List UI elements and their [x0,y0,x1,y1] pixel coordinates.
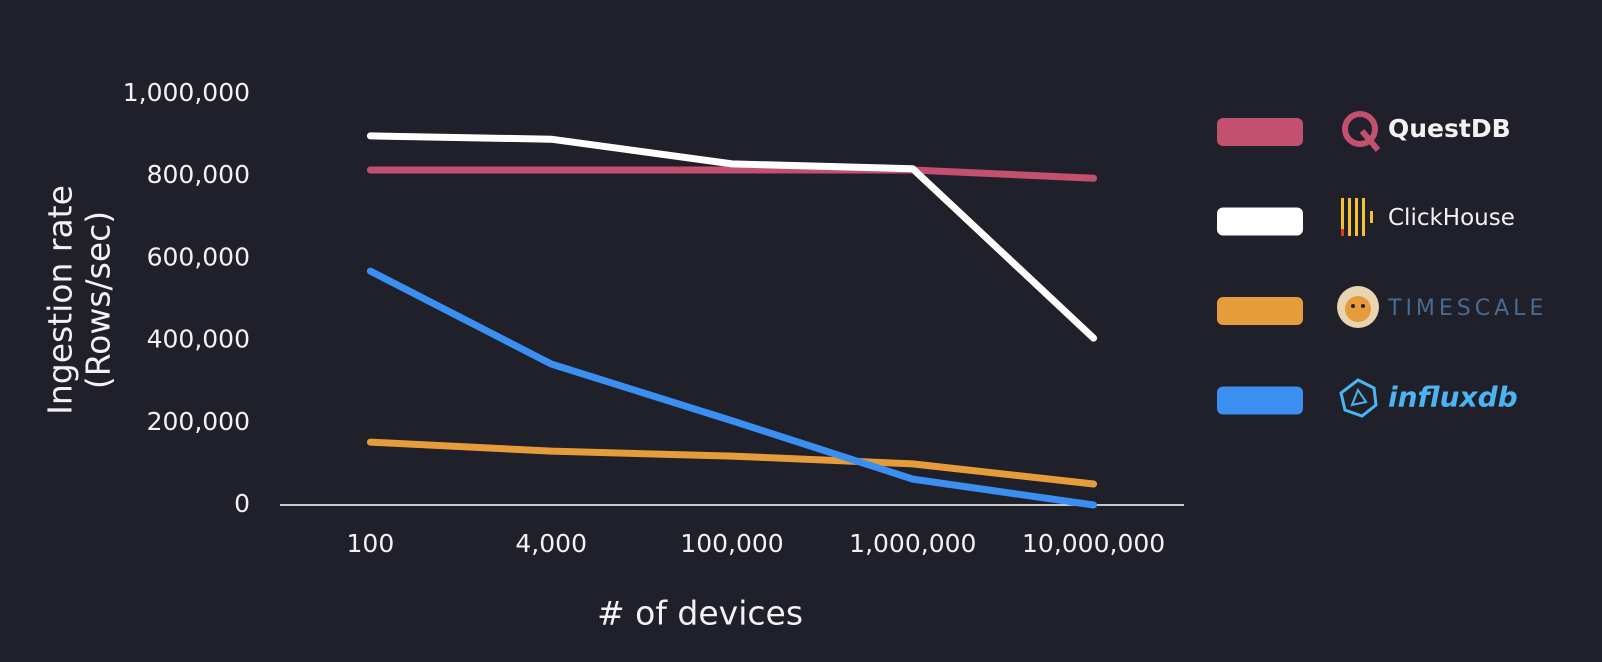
timescale-logo [1337,286,1379,328]
clickhouse-logo [1341,198,1373,236]
y-axis-title-line: (Rows/sec) [79,211,118,389]
x-tick-label: 4,000 [515,529,587,558]
x-tick-label: 100,000 [680,529,783,558]
legend-swatch [1217,118,1303,146]
y-tick-label: 1,000,000 [123,78,250,107]
x-tick-label: 1,000,000 [849,529,976,558]
questdb-logo [1342,111,1381,152]
y-axis-title: Ingestion rate (Rows/sec) [41,185,118,415]
y-tick-label: 800,000 [147,160,250,189]
series-line [366,438,1098,488]
legend-label: TIMESCALE [1387,296,1547,321]
legend-label: ClickHouse [1388,205,1515,231]
legend-swatch [1217,207,1303,236]
y-tick-label: 200,000 [147,407,250,436]
series-line [366,267,1098,509]
legend-swatch [1217,386,1303,415]
x-tick-label: 100 [347,529,395,558]
x-tick-label: 10,000,000 [1022,529,1165,558]
legend-swatch [1217,297,1303,325]
legend-label: QuestDB [1388,114,1511,143]
y-tick-label: 600,000 [147,242,250,271]
y-tick-label: 0 [234,489,250,518]
legend-label: influxdb [1388,381,1518,414]
series-line [366,132,1098,342]
series-line [366,166,1098,182]
influxdb-logo [1339,378,1378,418]
x-axis-title: # of devices [597,594,803,633]
y-axis-title-line: Ingestion rate [41,185,80,415]
y-tick-label: 400,000 [147,325,250,354]
